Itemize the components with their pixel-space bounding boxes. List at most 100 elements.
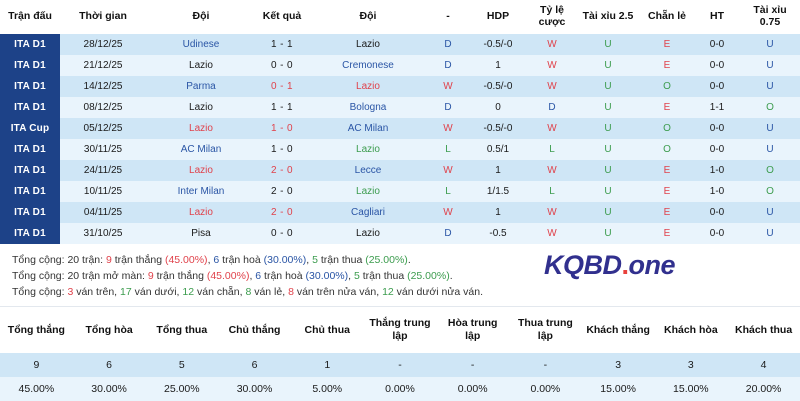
odd-even-result: E bbox=[640, 160, 694, 182]
league-badge-cell[interactable]: ITA Cup bbox=[0, 118, 60, 140]
summary3-even: 12 bbox=[182, 286, 195, 299]
home-team-name[interactable]: Lazio bbox=[146, 97, 256, 119]
away-team-name[interactable]: Lazio bbox=[308, 139, 428, 161]
stats-percent-cell: 20.00% bbox=[727, 377, 800, 401]
over-under-25-result: U bbox=[576, 160, 640, 182]
stats-value-cell: 1 bbox=[290, 353, 364, 378]
match-result: D bbox=[428, 97, 468, 119]
match-row[interactable]: ITA D1 21/12/25 Lazio 0 - 0 Cremonese D 1 W U E 0-… bbox=[0, 55, 800, 77]
away-team-name[interactable]: Lazio bbox=[308, 76, 428, 98]
match-row[interactable]: ITA D1 31/10/25 Pisa 0 - 0 Lazio D -0.5 W U E 0-0 U bbox=[0, 223, 800, 245]
away-team-name[interactable]: Cremonese bbox=[308, 55, 428, 77]
match-row[interactable]: ITA D1 14/12/25 Parma 0 - 1 Lazio W -0.5/-0 W U O… bbox=[0, 76, 800, 98]
hdp-value: 1 bbox=[468, 160, 528, 182]
stats-column-header: Tổng thắng bbox=[0, 307, 73, 354]
home-team-name[interactable]: Inter Milan bbox=[146, 181, 256, 203]
stats-percent-cell: 30.00% bbox=[218, 377, 291, 401]
home-team-name[interactable]: Lazio bbox=[146, 202, 256, 224]
league-badge-cell[interactable]: ITA D1 bbox=[0, 223, 60, 245]
stats-percent-cell: 30.00% bbox=[72, 377, 146, 401]
column-header-league: Trận đấu bbox=[0, 0, 60, 35]
league-badge-cell[interactable]: ITA D1 bbox=[0, 76, 60, 98]
match-score: 1 - 1 bbox=[256, 34, 308, 56]
league-badge-cell[interactable]: ITA D1 bbox=[0, 97, 60, 119]
odds-result: W bbox=[528, 55, 576, 77]
halftime-score: 0-0 bbox=[694, 55, 740, 77]
home-team-name[interactable]: Lazio bbox=[146, 118, 256, 140]
league-badge-cell[interactable]: ITA D1 bbox=[0, 160, 60, 182]
match-score: 1 - 1 bbox=[256, 97, 308, 119]
league-badge-cell[interactable]: ITA D1 bbox=[0, 139, 60, 161]
column-header-away-team: Đội bbox=[308, 0, 428, 35]
logo-text: KQBD bbox=[543, 250, 622, 281]
home-team-name[interactable]: Parma bbox=[146, 76, 256, 98]
league-badge-cell[interactable]: ITA D1 bbox=[0, 202, 60, 224]
summary-losses-label: trận thua bbox=[317, 254, 366, 267]
halftime-score: 1-0 bbox=[694, 160, 740, 182]
match-row[interactable]: ITA Cup 05/12/25 Lazio 1 - 0 AC Milan W -0.5/-… bbox=[0, 118, 800, 140]
over-under-075-result: U bbox=[740, 118, 800, 140]
halftime-score: 1-1 bbox=[694, 97, 740, 119]
league-badge-cell[interactable]: ITA D1 bbox=[0, 34, 60, 56]
summary2-prefix: Tổng cộng: 20 trận mở màn: bbox=[12, 270, 148, 283]
match-row[interactable]: ITA D1 08/12/25 Lazio 1 - 1 Bologna D 0 D U E 1-1 O bbox=[0, 97, 800, 119]
over-under-075-result: U bbox=[740, 55, 800, 77]
summary2-draws-label: trận hoà bbox=[261, 270, 306, 283]
home-team-name[interactable]: Pisa bbox=[146, 223, 256, 245]
league-badge-cell[interactable]: ITA D1 bbox=[0, 181, 60, 203]
summary3-odd: 8 bbox=[245, 286, 252, 299]
halftime-score: 0-0 bbox=[694, 118, 740, 140]
away-team-name[interactable]: Lazio bbox=[308, 223, 428, 245]
match-result: L bbox=[428, 139, 468, 161]
away-team-name[interactable]: AC Milan bbox=[308, 118, 428, 140]
league-badge-cell[interactable]: ITA D1 bbox=[0, 55, 60, 77]
match-result: D bbox=[428, 223, 468, 245]
away-team-name[interactable]: Lazio bbox=[308, 181, 428, 203]
away-team-name[interactable]: Lecce bbox=[308, 160, 428, 182]
stats-percent-cell: 0.00% bbox=[436, 377, 510, 401]
home-team-name[interactable]: AC Milan bbox=[146, 139, 256, 161]
odd-even-result: O bbox=[640, 139, 694, 161]
league-badge: ITA D1 bbox=[0, 202, 60, 224]
stats-value-cell: 5 bbox=[145, 353, 219, 378]
match-result: W bbox=[428, 202, 468, 224]
match-date: 10/11/25 bbox=[60, 181, 146, 203]
match-score: 0 - 0 bbox=[256, 223, 308, 245]
home-team-name[interactable]: Lazio bbox=[146, 55, 256, 77]
match-row[interactable]: ITA D1 04/11/25 Lazio 2 - 0 Cagliari W 1 W U E 0-0… bbox=[0, 202, 800, 224]
stats-value-cell: 6 bbox=[218, 353, 291, 378]
league-badge: ITA D1 bbox=[0, 34, 60, 56]
match-row[interactable]: ITA D1 30/11/25 AC Milan 1 - 0 Lazio L 0.5/1 L U… bbox=[0, 139, 800, 161]
site-logo: KQBD.one bbox=[543, 250, 676, 281]
home-team-name[interactable]: Lazio bbox=[146, 160, 256, 182]
away-team-name[interactable]: Bologna bbox=[308, 97, 428, 119]
stats-value-cell: 4 bbox=[727, 353, 800, 378]
halftime-score: 0-0 bbox=[694, 202, 740, 224]
stats-column-header: Thắng trung lập bbox=[363, 307, 437, 354]
hdp-value: -0.5/-0 bbox=[468, 76, 528, 98]
match-row[interactable]: ITA D1 24/11/25 Lazio 2 - 0 Lecce W 1 W U E 1-0 O bbox=[0, 160, 800, 182]
summary3-odd-label: ván lẻ, bbox=[251, 286, 289, 299]
match-row[interactable]: ITA D1 10/11/25 Inter Milan 2 - 0 Lazio L 1/1.… bbox=[0, 181, 800, 203]
away-team-name[interactable]: Lazio bbox=[308, 34, 428, 56]
away-team-name[interactable]: Cagliari bbox=[308, 202, 428, 224]
match-date: 30/11/25 bbox=[60, 139, 146, 161]
league-badge: ITA D1 bbox=[0, 223, 60, 245]
league-badge: ITA D1 bbox=[0, 160, 60, 182]
stats-percent-cell: 0.00% bbox=[363, 377, 437, 401]
odds-result: W bbox=[528, 160, 576, 182]
summary2-losses-pct: (25.00%) bbox=[407, 270, 450, 283]
league-badge: ITA D1 bbox=[0, 97, 60, 119]
summary2-draws: 6 bbox=[255, 270, 262, 283]
match-row[interactable]: ITA D1 28/12/25 Udinese 1 - 1 Lazio D -0.5/-0 W… bbox=[0, 34, 800, 56]
over-under-075-result: U bbox=[740, 139, 800, 161]
over-under-075-result: O bbox=[740, 160, 800, 182]
summary2-wins: 9 bbox=[147, 270, 154, 283]
stats-column-header: Khách thua bbox=[727, 307, 800, 354]
odd-even-result: E bbox=[640, 34, 694, 56]
league-badge: ITA D1 bbox=[0, 181, 60, 203]
over-under-25-result: U bbox=[576, 202, 640, 224]
home-team-name[interactable]: Udinese bbox=[146, 34, 256, 56]
